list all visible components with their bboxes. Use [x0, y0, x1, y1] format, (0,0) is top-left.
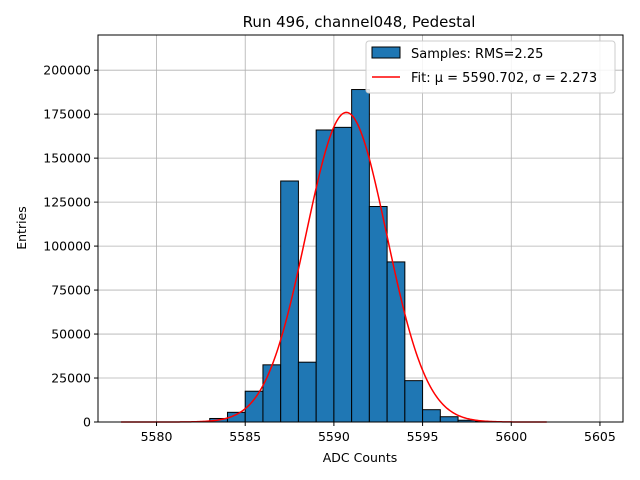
y-tick-label: 150000 — [43, 151, 91, 166]
y-tick-label: 0 — [83, 415, 91, 430]
histogram-bar — [262, 364, 282, 423]
x-tick-label: 5590 — [318, 429, 350, 444]
y-tick-label: 175000 — [43, 107, 91, 122]
x-tick-label: 5585 — [229, 429, 261, 444]
x-tick-label: 5605 — [584, 429, 616, 444]
legend: Samples: RMS=2.25 Fit: μ = 5590.702, σ =… — [365, 40, 616, 94]
x-tick-label: 5600 — [495, 429, 527, 444]
histogram-bars — [209, 89, 495, 423]
x-axis-ticks: 5580 5585 5590 5595 5600 5605 — [141, 422, 616, 444]
x-tick-label: 5580 — [141, 429, 173, 444]
histogram-bar — [386, 261, 406, 423]
histogram-bar — [333, 126, 353, 423]
histogram-bar — [368, 206, 388, 423]
x-axis-label: ADC Counts — [323, 450, 398, 465]
y-tick-label: 25000 — [51, 371, 91, 386]
legend-box — [365, 40, 616, 94]
legend-fit-label: Fit: μ = 5590.702, σ = 2.273 — [411, 71, 597, 86]
y-tick-label: 125000 — [43, 195, 91, 210]
legend-histogram-swatch — [371, 46, 401, 59]
legend-histogram-label: Samples: RMS=2.25 — [411, 47, 543, 62]
y-tick-label: 50000 — [51, 327, 91, 342]
histogram-bar — [351, 89, 370, 423]
histogram-bar — [422, 409, 441, 423]
histogram-bar — [297, 361, 317, 423]
y-axis-ticks: 0 25000 50000 75000 100000 125000 150000 175000… — [43, 63, 98, 430]
plot-frame — [97, 34, 624, 423]
histogram-bar — [280, 180, 299, 423]
histogram-bar — [439, 416, 459, 423]
x-tick-label: 5595 — [407, 429, 439, 444]
y-axis-label: Entries — [14, 206, 29, 250]
y-tick-label: 200000 — [43, 63, 91, 78]
y-tick-label: 75000 — [51, 283, 91, 298]
histogram-bar — [404, 380, 424, 423]
y-tick-label: 100000 — [43, 239, 91, 254]
chart-title: Run 496, channel048, Pedestal — [243, 13, 476, 31]
